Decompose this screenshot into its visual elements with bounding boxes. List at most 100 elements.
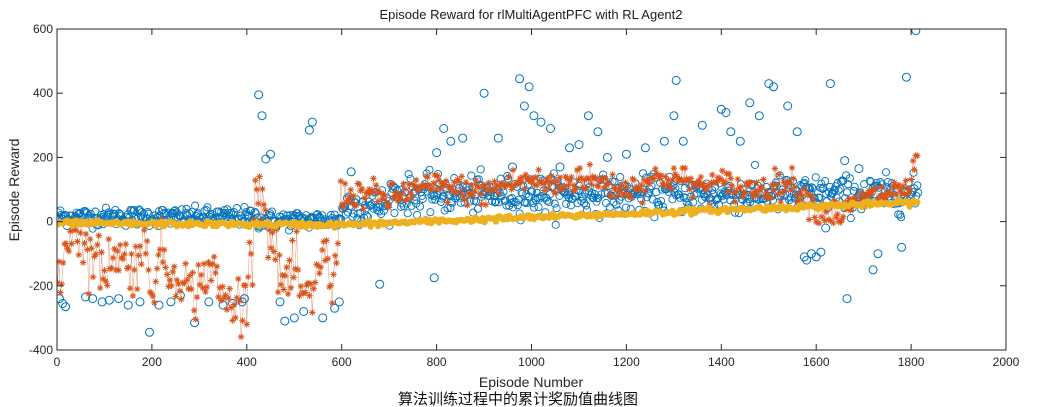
x-tick-label: 1200 — [613, 355, 640, 369]
episode-reward-point — [266, 149, 275, 159]
episode-reward-point — [218, 300, 228, 310]
episode-reward-point — [426, 208, 435, 217]
episode-reward-point — [783, 101, 793, 111]
episode-reward-point — [536, 117, 546, 127]
x-axis: 0 200 400 600 800 1000 1200 1400 1600 1800 2000 — [54, 29, 1020, 369]
episode-reward-point — [600, 188, 610, 198]
episode-reward-point — [566, 201, 575, 210]
episode-reward-point — [280, 316, 290, 326]
episode-reward-point — [913, 181, 922, 190]
episode-reward-point — [479, 88, 489, 98]
episode-reward-point — [764, 79, 774, 89]
episode-reward-point — [115, 209, 124, 218]
episode-reward-point — [476, 165, 485, 174]
episode-reward-point — [840, 156, 850, 166]
x-tick-label: 0 — [54, 355, 61, 369]
episode-reward-point — [675, 193, 685, 202]
x-tick-label: 1600 — [803, 355, 830, 369]
y-tick-label: 400 — [33, 86, 53, 100]
episode-reward-point — [540, 193, 549, 202]
episode-reward-point — [446, 136, 456, 146]
episode-reward-point — [669, 111, 679, 121]
episode-reward-point — [769, 82, 778, 92]
episode-reward-point — [114, 294, 124, 304]
episode-reward-point — [346, 167, 356, 177]
x-tick-label: 1400 — [708, 355, 735, 369]
episode-reward-point — [366, 201, 375, 210]
episode-reward-point — [750, 160, 760, 169]
episode-reward-point — [659, 136, 669, 146]
episode-reward-point — [529, 111, 539, 121]
episode-reward-point — [135, 297, 145, 307]
episode-reward-point — [612, 200, 621, 209]
episode-reward-point — [191, 201, 200, 210]
episode-reward-point — [811, 252, 821, 262]
episode-reward-point — [247, 206, 256, 215]
episode-reward-point — [799, 252, 809, 262]
episode-reward-point — [123, 300, 133, 310]
episode-reward-point — [232, 204, 241, 213]
episode-reward-point — [582, 201, 591, 210]
episode-reward-point — [404, 170, 413, 179]
episode-reward-point — [580, 199, 589, 208]
x-tick-label: 200 — [142, 355, 162, 369]
episode-reward-point — [642, 193, 651, 202]
episode-reward-point — [802, 255, 812, 265]
episode-reward-point — [911, 29, 921, 36]
episode-reward-point — [439, 124, 449, 133]
episode-reward-point — [816, 183, 825, 192]
episode-reward-point — [830, 186, 839, 195]
episode-reward-point — [425, 165, 434, 174]
episode-reward-point — [473, 204, 482, 213]
average-reward-series — [57, 152, 921, 340]
episode-reward-point — [375, 279, 385, 289]
episode-reward-point — [446, 203, 455, 212]
episode-reward-point — [375, 207, 384, 216]
x-tick-label: 1000 — [518, 355, 545, 369]
episode-reward-point — [577, 196, 586, 206]
episode-reward-point — [58, 299, 68, 308]
episode-reward-point — [653, 198, 662, 207]
y-tick-label: -400 — [29, 343, 53, 357]
episode-reward-point — [358, 198, 367, 207]
episode-reward-point — [638, 169, 648, 178]
episode-reward-point — [535, 194, 544, 203]
episode-reward-point — [671, 75, 681, 85]
episode-reward-point — [97, 297, 107, 307]
episode-reward-point — [239, 294, 249, 304]
episode-reward-point — [573, 199, 582, 208]
episode-reward-point — [534, 203, 543, 212]
episode-reward-point — [675, 190, 684, 199]
episode-reward-point — [545, 197, 554, 207]
episode-reward-point — [712, 196, 721, 205]
episode-reward-point — [814, 193, 823, 202]
episode-reward-point — [721, 108, 731, 117]
episode-reward-point — [514, 195, 523, 204]
episode-reward-point — [431, 195, 440, 204]
episode-reward-point — [102, 212, 111, 221]
episode-reward-point — [602, 152, 612, 162]
episode-reward-point — [294, 212, 303, 221]
episode-reward-point — [84, 211, 93, 220]
episode-reward-point — [745, 98, 755, 108]
episode-reward-point — [589, 193, 598, 202]
episode-reward-point — [601, 198, 611, 208]
episode-reward-point — [545, 190, 555, 199]
episode-reward-point — [154, 300, 164, 310]
episode-reward-point — [846, 214, 855, 223]
episode-reward-point — [901, 72, 911, 82]
episode-reward-point — [700, 192, 709, 201]
episode-reward-point — [565, 143, 574, 153]
episode-reward-point — [307, 117, 317, 127]
episode-reward-point — [811, 173, 820, 182]
episode-reward-point — [240, 202, 249, 212]
episode-reward-point — [330, 303, 340, 313]
episode-reward-point — [592, 197, 601, 206]
episode-reward-point — [508, 203, 518, 212]
episode-reward-point — [406, 174, 415, 183]
episode-reward-point — [515, 74, 525, 84]
chart-title: Episode Reward for rlMultiAgentPFC with … — [380, 7, 683, 22]
episode-reward-point — [519, 101, 529, 111]
episode-reward-point — [712, 195, 722, 204]
x-tick-label: 600 — [332, 355, 352, 369]
